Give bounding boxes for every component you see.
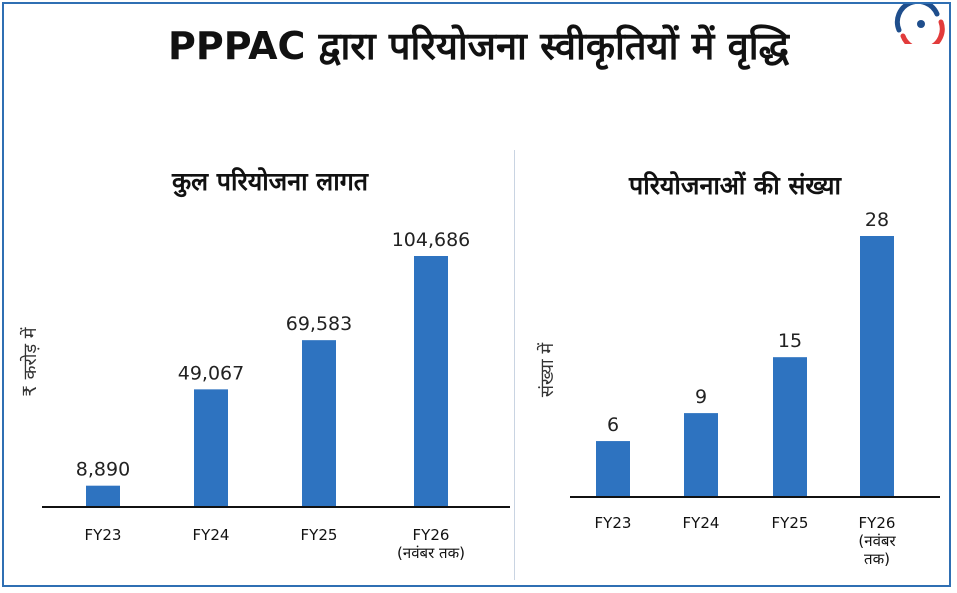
cost-bar-chart: ₹ करोड़ में 8,890 FY23 49,067 FY24 69,583 FY25… — [19, 229, 510, 562]
cost-category-label: FY25 — [301, 526, 338, 544]
cost-bar — [194, 389, 228, 507]
count-bar-chart: संख्या में 6 FY23 9 FY24 15 FY25 28 FY26 (नवंबर तक… — [536, 209, 940, 568]
chart-divider — [514, 150, 515, 580]
count-bar — [596, 441, 630, 497]
count-chart-title: परियोजनाओं की संख्या — [629, 171, 841, 200]
count-category-label: FY25 — [772, 514, 809, 532]
cost-category-label: FY26 (नवंबर तक) — [397, 526, 465, 562]
cost-bar — [302, 340, 336, 507]
cost-category-label: FY23 — [85, 526, 122, 544]
count-bar — [773, 357, 807, 497]
cost-bar — [86, 485, 120, 507]
cost-value-label: 69,583 — [286, 313, 352, 335]
count-category-label: FY23 — [595, 514, 632, 532]
page-title: PPPAC द्वारा परियोजना स्वीकृतियों में वृ… — [168, 24, 789, 68]
count-category-label: FY24 — [683, 514, 720, 532]
cost-bar — [414, 256, 448, 507]
count-value-label: 6 — [607, 414, 619, 436]
count-y-axis-label: संख्या में — [536, 342, 558, 398]
count-bar — [860, 236, 894, 497]
count-value-label: 9 — [695, 386, 707, 408]
cost-value-label: 49,067 — [178, 362, 244, 384]
brand-logo-icon — [894, 4, 945, 44]
count-value-label: 28 — [865, 209, 889, 231]
count-category-label: FY26 (नवंबर तक) — [858, 514, 896, 568]
page-frame — [2, 2, 951, 587]
cost-category-label: FY24 — [193, 526, 230, 544]
cost-value-label: 104,686 — [392, 229, 471, 251]
count-value-label: 15 — [778, 330, 802, 352]
cost-value-label: 8,890 — [76, 459, 130, 481]
count-bar — [684, 413, 718, 497]
cost-chart-title: कुल परियोजना लागत — [171, 167, 369, 196]
cost-y-axis-label: ₹ करोड़ में — [19, 326, 41, 396]
